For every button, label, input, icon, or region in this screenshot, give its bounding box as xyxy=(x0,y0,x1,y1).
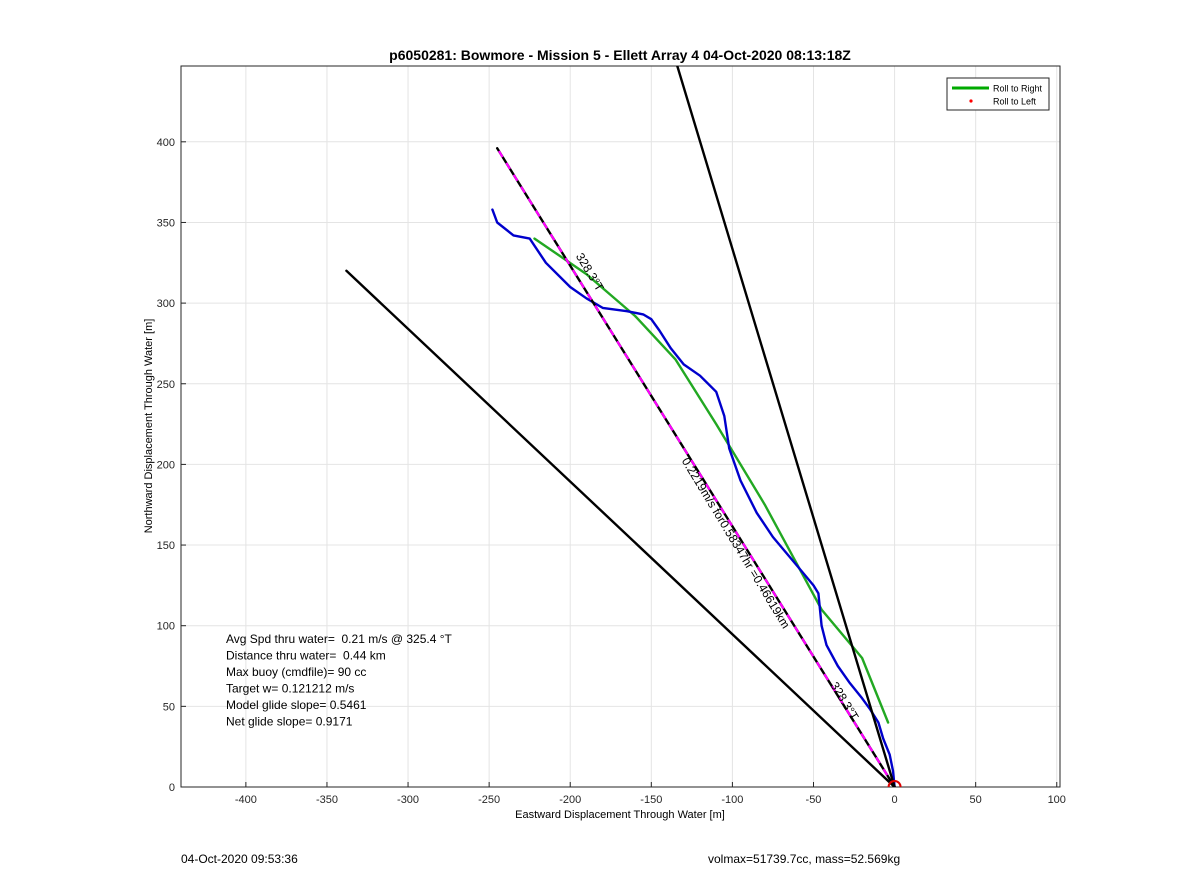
y-tick-label: 200 xyxy=(157,459,175,471)
heading-annotation-0: 328.3°T xyxy=(573,250,607,294)
stats-line: Max buoy (cmdfile)= 90 cc xyxy=(226,665,366,679)
heading-annotation-2: 0.2219m/s for0.58347hr =0.46619km xyxy=(679,455,793,631)
footer-timestamp: 04-Oct-2020 09:53:36 xyxy=(181,852,298,866)
x-tick-label: -250 xyxy=(478,794,500,806)
axis-ticks: -400 -350 -300 -250 -200 -150 -100 -50 0 50 100 0 50… xyxy=(157,137,1066,806)
x-tick-label: -150 xyxy=(640,794,662,806)
y-tick-label: 400 xyxy=(157,137,175,149)
y-axis-label: Northward Displacement Through Water [m] xyxy=(143,319,155,534)
stats-line: Distance thru water= 0.44 km xyxy=(226,649,386,663)
x-tick-label: -350 xyxy=(316,794,338,806)
chart-title: p6050281: Bowmore - Mission 5 - Ellett A… xyxy=(389,47,851,63)
legend-label: Roll to Right xyxy=(993,84,1043,94)
x-tick-label: -100 xyxy=(721,794,743,806)
stats-line: Model glide slope= 0.5461 xyxy=(226,698,367,712)
series-line-2 xyxy=(496,147,896,787)
series-line-0 xyxy=(533,237,890,724)
series-lines xyxy=(345,66,902,787)
y-tick-label: 100 xyxy=(157,621,175,633)
series-line-5 xyxy=(676,66,896,787)
legend-swatch-dot xyxy=(969,99,973,103)
y-tick-label: 300 xyxy=(157,298,175,310)
series-line-4 xyxy=(345,269,896,787)
y-tick-label: 350 xyxy=(157,217,175,229)
legend: Roll to Right Roll to Left xyxy=(946,77,1050,111)
x-tick-label: -300 xyxy=(397,794,419,806)
stats-box: Avg Spd thru water= 0.21 m/s @ 325.4 °T D… xyxy=(226,632,453,729)
x-tick-label: -400 xyxy=(235,794,257,806)
footer-vehicle-info: volmax=51739.7cc, mass=52.569kg xyxy=(708,852,901,866)
x-tick-label: -200 xyxy=(559,794,581,806)
stats-line: Avg Spd thru water= 0.21 m/s @ 325.4 °T xyxy=(226,632,453,646)
series-line-1 xyxy=(491,208,896,787)
x-tick-label: -50 xyxy=(806,794,822,806)
stats-line: Target w= 0.121212 m/s xyxy=(226,682,354,696)
y-tick-label: 50 xyxy=(163,701,175,713)
y-tick-label: 150 xyxy=(157,540,175,552)
annotations: 328.3°T 328.3°T 0.2219m/s for0.58347hr =0.… xyxy=(573,250,862,723)
x-tick-label: 100 xyxy=(1048,794,1066,806)
legend-box xyxy=(946,77,1050,111)
plot-frame xyxy=(180,65,1061,788)
y-tick-label: 0 xyxy=(169,782,175,794)
heading-annotation-1: 328.3°T xyxy=(828,679,862,723)
y-tick-label: 250 xyxy=(157,379,175,391)
stats-line: Net glide slope= 0.9171 xyxy=(226,715,353,729)
x-tick-label: 0 xyxy=(892,794,898,806)
x-axis-label: Eastward Displacement Through Water [m] xyxy=(515,809,725,821)
legend-label: Roll to Left xyxy=(993,97,1037,107)
start-marker xyxy=(887,780,902,787)
x-tick-label: 50 xyxy=(970,794,982,806)
